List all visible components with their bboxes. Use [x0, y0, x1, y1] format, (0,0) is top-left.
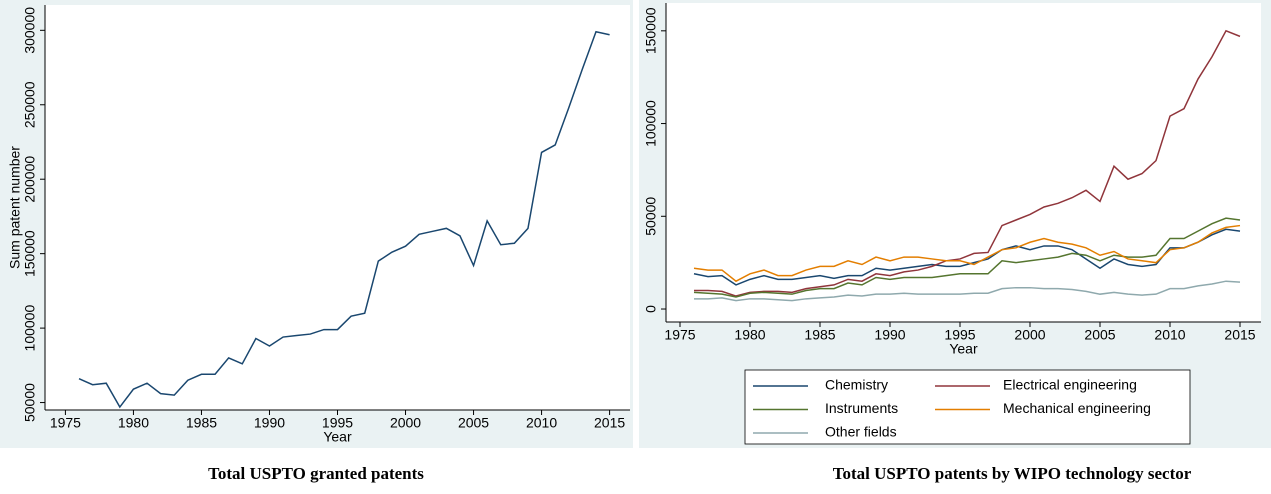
legend-label: Mechanical engineering [1003, 400, 1151, 416]
x-tick-label: 1975 [664, 327, 695, 343]
x-tick-label: 1990 [874, 327, 905, 343]
y-tick-label: 150000 [22, 230, 38, 277]
x-axis-title: Year [949, 341, 978, 357]
y-tick-label: 50000 [643, 197, 659, 236]
x-tick-label: 1980 [734, 327, 765, 343]
x-tick-label: 1975 [50, 415, 81, 431]
x-tick-label: 2010 [526, 415, 557, 431]
y-tick-label: 200000 [22, 156, 38, 203]
legend-label: Chemistry [825, 377, 888, 393]
y-tick-label: 250000 [22, 81, 38, 128]
x-tick-label: 2000 [1014, 327, 1045, 343]
x-tick-label: 1995 [322, 415, 353, 431]
caption: Total USPTO granted patents [208, 464, 424, 483]
legend-box [744, 369, 1191, 445]
y-tick-label: 50000 [22, 383, 38, 422]
series-line [693, 228, 1241, 286]
y-tick-label: 0 [643, 305, 659, 313]
y-tick-label: 100000 [22, 305, 38, 352]
plot-area [666, 3, 1261, 322]
caption: Total USPTO patents by WIPO technology s… [833, 464, 1192, 483]
y-axis-title: Sum patent number [7, 146, 23, 269]
series-line [693, 217, 1241, 298]
x-tick-label: 1985 [804, 327, 835, 343]
y-tick-label: 100000 [643, 100, 659, 147]
x-tick-label: 1995 [944, 327, 975, 343]
x-tick-label: 2005 [1084, 327, 1115, 343]
x-tick-label: 1980 [118, 415, 149, 431]
y-tick-label: 300000 [22, 7, 38, 54]
x-tick-label: 2005 [458, 415, 489, 431]
series-line [78, 30, 610, 409]
x-axis-title: Year [323, 429, 352, 445]
legend-label: Other fields [825, 424, 897, 440]
series-line [693, 224, 1241, 283]
series-line [694, 280, 1241, 302]
series-line [694, 29, 1241, 297]
legend-label: Instruments [825, 400, 898, 416]
y-tick-label: 150000 [643, 7, 659, 54]
legend-label: Electrical engineering [1003, 377, 1137, 393]
x-tick-label: 1985 [186, 415, 217, 431]
x-tick-label: 1990 [254, 415, 285, 431]
plot-area [45, 5, 630, 410]
x-tick-label: 2010 [1154, 327, 1185, 343]
x-tick-label: 2000 [390, 415, 421, 431]
x-tick-label: 2015 [594, 415, 625, 431]
x-tick-label: 2015 [1224, 327, 1255, 343]
